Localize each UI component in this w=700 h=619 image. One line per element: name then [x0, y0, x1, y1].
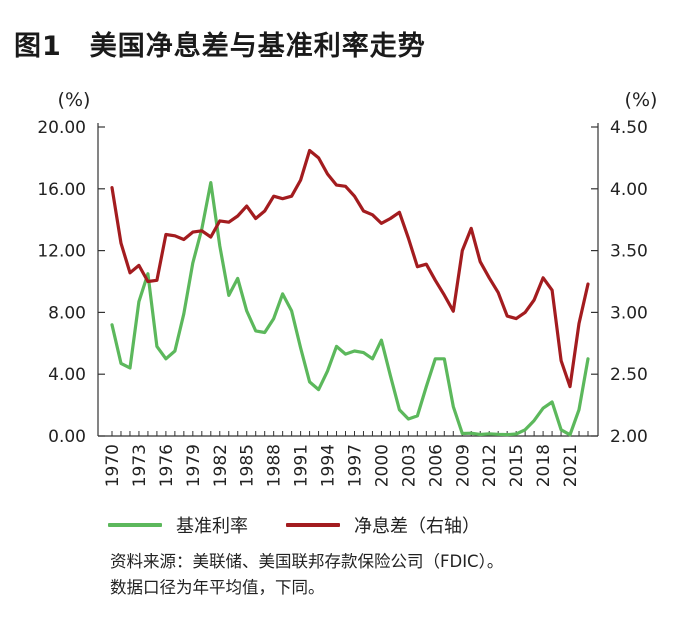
left-tick-label: 0.00	[48, 427, 86, 447]
left-tick-label: 8.00	[48, 303, 86, 323]
right-tick-label: 4.50	[610, 118, 648, 138]
legend-label-red: 净息差（右轴）	[354, 516, 480, 537]
legend-item-red: 净息差（右轴）	[286, 512, 480, 538]
axes-layer: (%) (%) 0.00 4.00 8.00 12.00 16.00 20.00 2.00 2.5…	[37, 89, 657, 487]
right-tick-label: 2.50	[610, 365, 648, 385]
x-tick-label: 1979	[184, 444, 204, 487]
x-tick-label: 1994	[319, 444, 339, 487]
source-note-line1: 资料来源：美联储、美国联邦存款保险公司（FDIC）。	[110, 552, 504, 571]
x-tick-label: 2015	[507, 444, 527, 487]
x-tick-label: 1982	[211, 444, 231, 487]
right-tick-label: 2.00	[610, 427, 648, 447]
legend-label-green: 基准利率	[176, 516, 248, 537]
x-tick-label: 2012	[480, 444, 500, 487]
chart-legend: 基准利率 净息差（右轴）	[108, 512, 518, 538]
x-tick-label: 1985	[238, 444, 258, 487]
right-tick-label: 3.00	[610, 303, 648, 323]
x-tick-label: 2003	[399, 444, 419, 487]
x-tick-label: 2000	[372, 444, 392, 487]
x-tick-label: 2009	[453, 444, 473, 487]
left-tick-label: 16.00	[37, 180, 86, 200]
left-tick-label: 20.00	[37, 118, 86, 138]
legend-swatch-red	[286, 523, 340, 527]
series-line-benchmark-rate	[110, 181, 590, 437]
series-layer	[110, 148, 590, 437]
right-tick-label: 4.00	[610, 180, 648, 200]
right-tick-label: 3.50	[610, 242, 648, 262]
x-tick-label: 1976	[157, 444, 177, 487]
left-tick-label: 12.00	[37, 242, 86, 262]
series-line-net-interest-margin	[110, 148, 590, 389]
legend-item-green: 基准利率	[108, 512, 248, 538]
x-tick-label: 2006	[426, 444, 446, 487]
source-note-line2: 数据口径为年平均值，下同。	[110, 578, 325, 597]
dual-axis-line-chart: (%) (%) 0.00 4.00 8.00 12.00 16.00 20.00 2.00 2.5…	[37, 89, 657, 487]
x-tick-label: 1970	[103, 444, 123, 487]
x-tick-label: 2021	[561, 444, 581, 487]
x-tick-label: 1991	[292, 444, 312, 487]
right-axis-unit: (%)	[625, 89, 658, 111]
left-axis-unit: (%)	[58, 89, 91, 111]
x-tick-label: 1973	[130, 444, 150, 487]
figure-title: 图1 美国净息差与基准利率走势	[14, 31, 426, 62]
x-tick-label: 1988	[265, 444, 285, 487]
x-tick-label: 1997	[345, 444, 365, 487]
left-tick-label: 4.00	[48, 365, 86, 385]
x-tick-label: 2018	[534, 444, 554, 487]
legend-swatch-green	[108, 523, 162, 527]
